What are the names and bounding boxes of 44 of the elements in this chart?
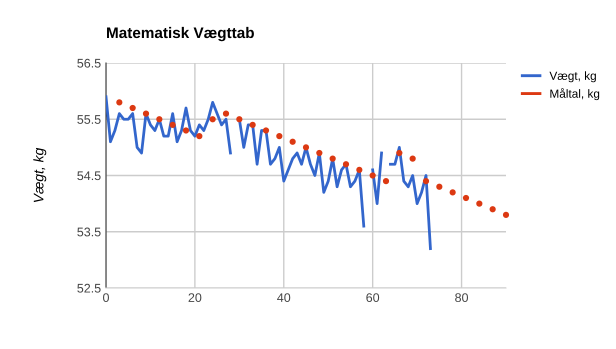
- point: [116, 99, 122, 106]
- point: [142, 110, 150, 117]
- y-tick-label: 53.5: [77, 228, 101, 236]
- point: [502, 212, 510, 218]
- x-tick-label: 80: [455, 293, 468, 302]
- point: [410, 156, 416, 162]
- point: [276, 133, 282, 140]
- point: [382, 178, 390, 184]
- point: [330, 156, 336, 162]
- legend-label: Måltal, kg: [550, 88, 600, 100]
- point: [356, 166, 362, 173]
- point: [130, 104, 136, 112]
- point: [170, 122, 176, 128]
- y-tick-label: 55.5: [77, 115, 101, 124]
- point: [182, 127, 190, 134]
- point: [302, 144, 310, 150]
- y-axis-title: Vægt, kg: [33, 148, 46, 202]
- y-tick-label: 54.5: [77, 171, 101, 180]
- legend-label: Vægt, kg: [549, 71, 596, 82]
- chart-title: Matematisk Vægttab: [107, 26, 254, 42]
- point: [196, 133, 202, 140]
- point: [222, 110, 230, 117]
- point: [236, 116, 242, 122]
- x-tick-label: 20: [188, 293, 202, 302]
- x-tick-label: 40: [277, 293, 290, 302]
- point: [450, 189, 456, 196]
- point: [262, 127, 270, 134]
- point: [370, 172, 376, 179]
- point: [476, 200, 482, 207]
- point: [436, 184, 442, 190]
- x-tick-label: 0: [103, 293, 109, 302]
- point: [316, 150, 322, 156]
- point: [422, 178, 430, 184]
- y-tick-label: 56.5: [77, 58, 101, 68]
- point: [462, 194, 470, 202]
- point: [156, 116, 162, 122]
- point: [490, 206, 496, 212]
- point: [396, 150, 402, 156]
- point: [290, 138, 296, 145]
- point: [250, 122, 256, 128]
- point: [342, 161, 350, 168]
- point: [210, 116, 216, 122]
- y-tick-label: 52.5: [77, 284, 101, 293]
- x-tick-label: 60: [366, 293, 380, 302]
